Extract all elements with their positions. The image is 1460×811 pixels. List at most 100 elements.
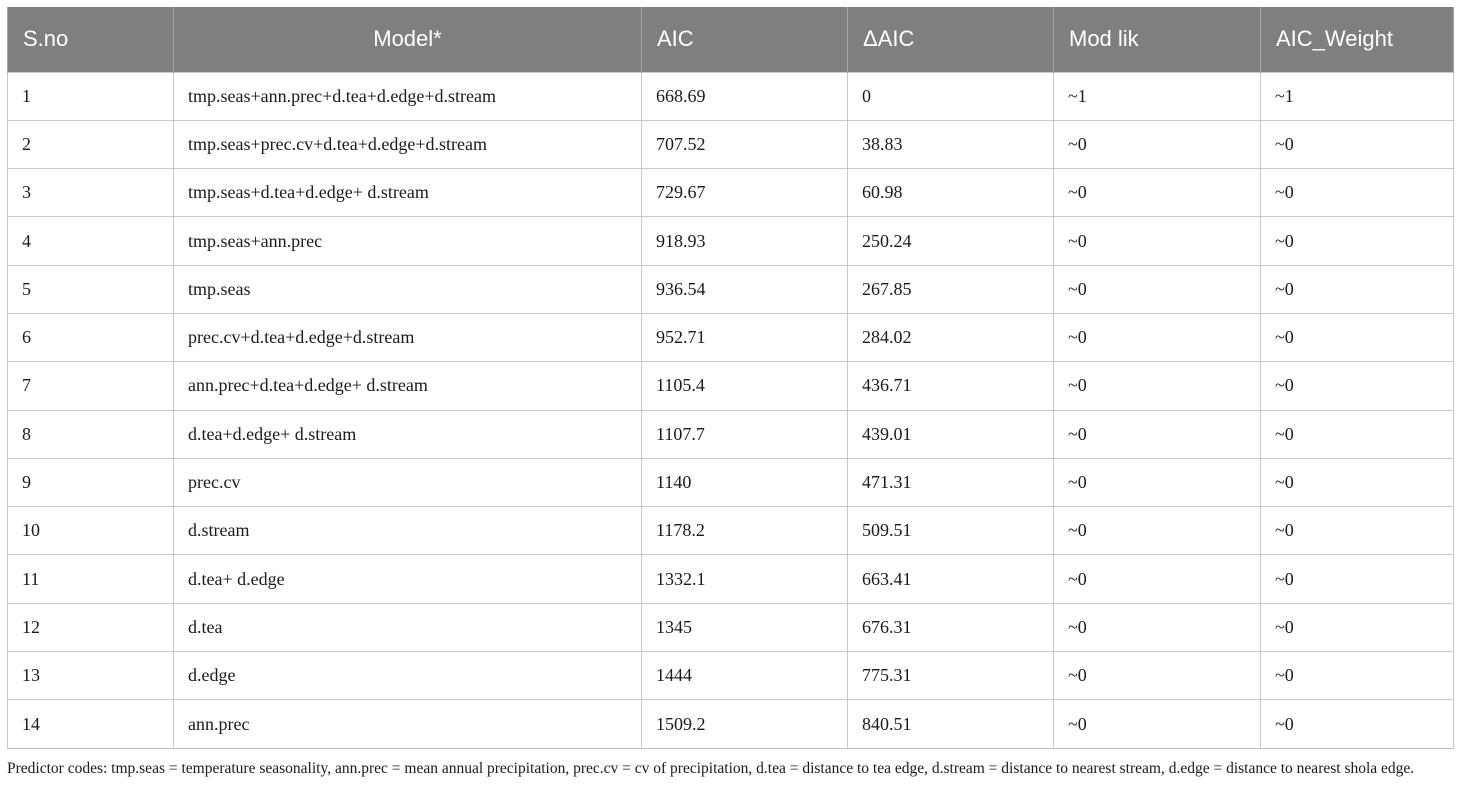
cell-model: ann.prec <box>173 699 642 749</box>
cell-model: tmp.seas <box>173 264 642 314</box>
cell-mod-lik: ~0 <box>1053 602 1261 653</box>
cell-aic-weight: ~0 <box>1260 409 1454 459</box>
footnote: Predictor codes: tmp.seas = temperature … <box>7 760 1415 777</box>
cell-aic: 1509.2 <box>641 699 848 749</box>
cell-aic: 1332.1 <box>641 554 848 604</box>
table-row: 12 d.tea 1345 676.31 ~0 ~0 <box>7 602 1454 653</box>
cell-delta-aic: 267.85 <box>847 264 1054 314</box>
cell-sno: 3 <box>7 168 174 218</box>
cell-aic-weight: ~0 <box>1260 457 1454 508</box>
cell-aic: 729.67 <box>641 168 848 218</box>
cell-mod-lik: ~0 <box>1053 119 1261 170</box>
cell-aic: 918.93 <box>641 216 848 266</box>
table-row: 13 d.edge 1444 775.31 ~0 ~0 <box>7 651 1454 701</box>
cell-mod-lik: ~0 <box>1053 457 1261 508</box>
cell-aic-weight: ~0 <box>1260 506 1454 556</box>
cell-aic-weight: ~0 <box>1260 361 1454 411</box>
cell-delta-aic: 60.98 <box>847 168 1054 218</box>
cell-sno: 7 <box>7 361 174 411</box>
table-row: 9 prec.cv 1140 471.31 ~0 ~0 <box>7 457 1454 508</box>
cell-aic: 1105.4 <box>641 361 848 411</box>
cell-delta-aic: 775.31 <box>847 651 1054 701</box>
table-row: 5 tmp.seas 936.54 267.85 ~0 ~0 <box>7 264 1454 314</box>
table-row: 3 tmp.seas+d.tea+d.edge+ d.stream 729.67 60… <box>7 168 1454 218</box>
cell-aic: 952.71 <box>641 312 848 363</box>
cell-aic: 1444 <box>641 651 848 701</box>
cell-aic-weight: ~0 <box>1260 168 1454 218</box>
table-row: 14 ann.prec 1509.2 840.51 ~0 ~0 <box>7 699 1454 749</box>
header-mod-lik: Mod lik <box>1053 7 1261 72</box>
table-header-row: S.no Model* AIC ΔAIC Mod lik AIC_Weight <box>7 7 1454 72</box>
cell-delta-aic: 471.31 <box>847 457 1054 508</box>
cell-mod-lik: ~1 <box>1053 71 1261 121</box>
cell-aic: 1178.2 <box>641 506 848 556</box>
header-sno: S.no <box>7 7 174 72</box>
cell-delta-aic: 0 <box>847 71 1054 121</box>
cell-sno: 9 <box>7 457 174 508</box>
cell-sno: 6 <box>7 312 174 363</box>
cell-mod-lik: ~0 <box>1053 264 1261 314</box>
cell-mod-lik: ~0 <box>1053 651 1261 701</box>
cell-model: d.edge <box>173 651 642 701</box>
cell-mod-lik: ~0 <box>1053 506 1261 556</box>
cell-mod-lik: ~0 <box>1053 168 1261 218</box>
table-row: 1 tmp.seas+ann.prec+d.tea+d.edge+d.stream… <box>7 71 1454 121</box>
cell-delta-aic: 840.51 <box>847 699 1054 749</box>
cell-delta-aic: 439.01 <box>847 409 1054 459</box>
cell-delta-aic: 250.24 <box>847 216 1054 266</box>
cell-aic: 936.54 <box>641 264 848 314</box>
table-row: 2 tmp.seas+prec.cv+d.tea+d.edge+d.stream 7… <box>7 119 1454 170</box>
table-row: 7 ann.prec+d.tea+d.edge+ d.stream 1105.4 43… <box>7 361 1454 411</box>
cell-sno: 11 <box>7 554 174 604</box>
table-body: 1 tmp.seas+ann.prec+d.tea+d.edge+d.stream… <box>7 71 1454 749</box>
cell-aic-weight: ~0 <box>1260 216 1454 266</box>
cell-delta-aic: 663.41 <box>847 554 1054 604</box>
cell-aic-weight: ~0 <box>1260 119 1454 170</box>
cell-delta-aic: 676.31 <box>847 602 1054 653</box>
cell-mod-lik: ~0 <box>1053 361 1261 411</box>
cell-aic-weight: ~0 <box>1260 264 1454 314</box>
cell-model: prec.cv+d.tea+d.edge+d.stream <box>173 312 642 363</box>
cell-sno: 5 <box>7 264 174 314</box>
cell-aic-weight: ~0 <box>1260 602 1454 653</box>
cell-mod-lik: ~0 <box>1053 554 1261 604</box>
cell-aic: 1140 <box>641 457 848 508</box>
table-row: 4 tmp.seas+ann.prec 918.93 250.24 ~0 ~0 <box>7 216 1454 266</box>
cell-delta-aic: 38.83 <box>847 119 1054 170</box>
cell-sno: 13 <box>7 651 174 701</box>
cell-sno: 2 <box>7 119 174 170</box>
header-model: Model* <box>173 7 642 72</box>
cell-sno: 4 <box>7 216 174 266</box>
header-delta-aic: ΔAIC <box>847 7 1054 72</box>
cell-aic-weight: ~0 <box>1260 312 1454 363</box>
cell-aic-weight: ~0 <box>1260 651 1454 701</box>
cell-model: ann.prec+d.tea+d.edge+ d.stream <box>173 361 642 411</box>
cell-mod-lik: ~0 <box>1053 312 1261 363</box>
cell-aic-weight: ~0 <box>1260 699 1454 749</box>
table-row: 10 d.stream 1178.2 509.51 ~0 ~0 <box>7 506 1454 556</box>
cell-model: tmp.seas+d.tea+d.edge+ d.stream <box>173 168 642 218</box>
cell-model: tmp.seas+prec.cv+d.tea+d.edge+d.stream <box>173 119 642 170</box>
cell-aic-weight: ~0 <box>1260 554 1454 604</box>
cell-model: prec.cv <box>173 457 642 508</box>
cell-sno: 8 <box>7 409 174 459</box>
cell-model: d.tea+ d.edge <box>173 554 642 604</box>
header-aic-weight: AIC_Weight <box>1260 7 1454 72</box>
cell-delta-aic: 284.02 <box>847 312 1054 363</box>
cell-aic: 1107.7 <box>641 409 848 459</box>
cell-delta-aic: 436.71 <box>847 361 1054 411</box>
cell-model: d.tea <box>173 602 642 653</box>
cell-aic: 1345 <box>641 602 848 653</box>
cell-sno: 10 <box>7 506 174 556</box>
cell-aic: 668.69 <box>641 71 848 121</box>
cell-sno: 1 <box>7 71 174 121</box>
cell-mod-lik: ~0 <box>1053 409 1261 459</box>
header-aic: AIC <box>641 7 848 72</box>
cell-aic: 707.52 <box>641 119 848 170</box>
cell-mod-lik: ~0 <box>1053 216 1261 266</box>
cell-model: d.stream <box>173 506 642 556</box>
cell-model: tmp.seas+ann.prec+d.tea+d.edge+d.stream <box>173 71 642 121</box>
table-row: 6 prec.cv+d.tea+d.edge+d.stream 952.71 284.… <box>7 312 1454 363</box>
cell-model: d.tea+d.edge+ d.stream <box>173 409 642 459</box>
cell-model: tmp.seas+ann.prec <box>173 216 642 266</box>
